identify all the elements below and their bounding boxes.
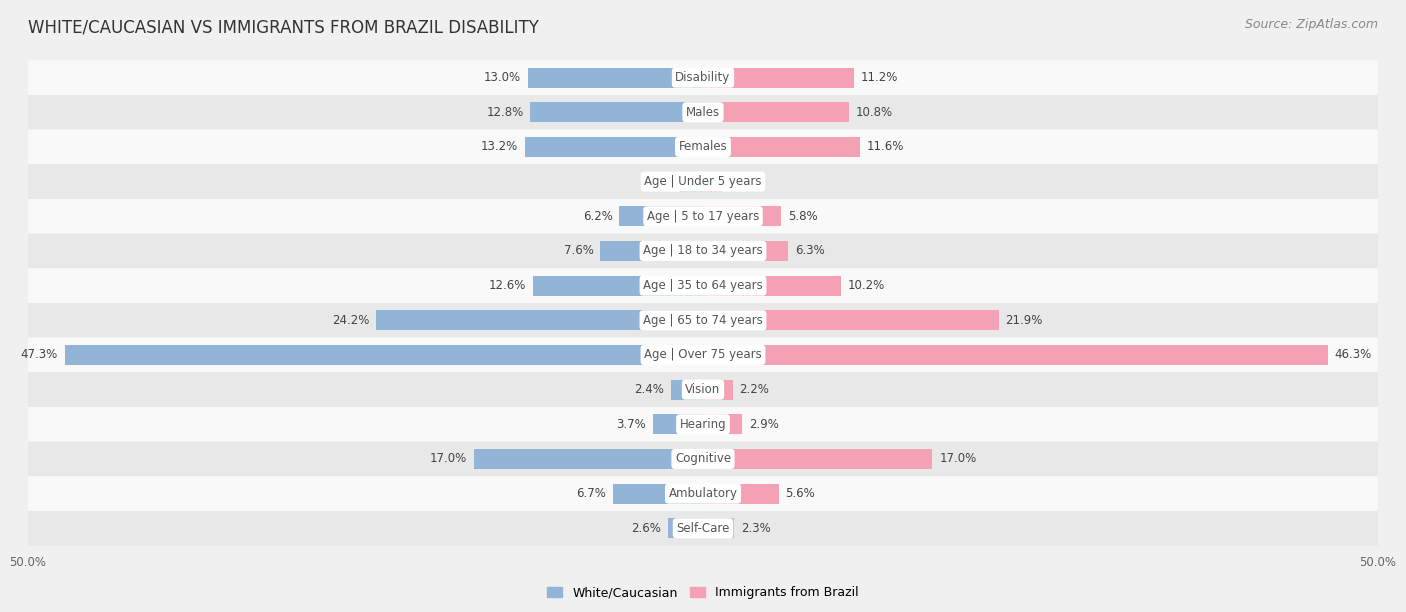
Bar	[65, 345, 703, 365]
Bar	[703, 171, 721, 192]
Text: WHITE/CAUCASIAN VS IMMIGRANTS FROM BRAZIL DISABILITY: WHITE/CAUCASIAN VS IMMIGRANTS FROM BRAZI…	[28, 18, 538, 36]
Text: Age | 35 to 64 years: Age | 35 to 64 years	[643, 279, 763, 292]
Text: Age | Over 75 years: Age | Over 75 years	[644, 348, 762, 362]
Text: 46.3%: 46.3%	[1334, 348, 1372, 362]
Text: 24.2%: 24.2%	[332, 314, 370, 327]
Bar	[668, 518, 703, 539]
Bar	[703, 275, 841, 296]
Text: 1.4%: 1.4%	[728, 175, 758, 188]
Bar	[703, 345, 1327, 365]
Text: Age | 65 to 74 years: Age | 65 to 74 years	[643, 314, 763, 327]
Bar	[703, 414, 742, 435]
Bar	[652, 414, 703, 435]
Bar	[600, 241, 703, 261]
Bar	[703, 241, 787, 261]
Bar	[703, 102, 849, 122]
Text: 21.9%: 21.9%	[1005, 314, 1043, 327]
Text: 6.7%: 6.7%	[576, 487, 606, 500]
FancyBboxPatch shape	[28, 234, 1378, 268]
Bar	[613, 483, 703, 504]
Text: 1.7%: 1.7%	[644, 175, 673, 188]
Text: Age | 5 to 17 years: Age | 5 to 17 years	[647, 210, 759, 223]
Text: Females: Females	[679, 140, 727, 154]
Text: Self-Care: Self-Care	[676, 522, 730, 535]
FancyBboxPatch shape	[28, 511, 1378, 546]
Text: 11.2%: 11.2%	[860, 71, 898, 84]
Bar	[533, 275, 703, 296]
FancyBboxPatch shape	[28, 95, 1378, 130]
Text: 13.2%: 13.2%	[481, 140, 517, 154]
Bar	[703, 310, 998, 330]
Text: Cognitive: Cognitive	[675, 452, 731, 466]
Bar	[527, 67, 703, 88]
Bar	[474, 449, 703, 469]
Bar	[377, 310, 703, 330]
Text: Males: Males	[686, 106, 720, 119]
FancyBboxPatch shape	[28, 268, 1378, 303]
FancyBboxPatch shape	[28, 407, 1378, 442]
Text: 47.3%: 47.3%	[21, 348, 58, 362]
FancyBboxPatch shape	[28, 60, 1378, 95]
Text: 12.6%: 12.6%	[489, 279, 526, 292]
Text: 13.0%: 13.0%	[484, 71, 520, 84]
Text: Vision: Vision	[685, 383, 721, 396]
Bar	[671, 379, 703, 400]
Bar	[703, 206, 782, 226]
Bar	[703, 137, 859, 157]
Text: 12.8%: 12.8%	[486, 106, 523, 119]
Bar	[530, 102, 703, 122]
Bar	[703, 518, 734, 539]
Text: 11.6%: 11.6%	[866, 140, 904, 154]
Text: 2.4%: 2.4%	[634, 383, 664, 396]
Text: 5.6%: 5.6%	[786, 487, 815, 500]
FancyBboxPatch shape	[28, 476, 1378, 511]
Text: Disability: Disability	[675, 71, 731, 84]
Text: Hearing: Hearing	[679, 418, 727, 431]
Text: 17.0%: 17.0%	[430, 452, 467, 466]
Text: 2.2%: 2.2%	[740, 383, 769, 396]
Bar	[703, 449, 932, 469]
Bar	[524, 137, 703, 157]
Text: 6.2%: 6.2%	[582, 210, 613, 223]
Text: 5.8%: 5.8%	[787, 210, 818, 223]
Text: 3.7%: 3.7%	[617, 418, 647, 431]
Bar	[703, 67, 855, 88]
FancyBboxPatch shape	[28, 442, 1378, 476]
Text: 6.3%: 6.3%	[794, 244, 824, 258]
FancyBboxPatch shape	[28, 130, 1378, 164]
Bar	[681, 171, 703, 192]
Text: Age | Under 5 years: Age | Under 5 years	[644, 175, 762, 188]
Legend: White/Caucasian, Immigrants from Brazil: White/Caucasian, Immigrants from Brazil	[543, 581, 863, 604]
Text: Age | 18 to 34 years: Age | 18 to 34 years	[643, 244, 763, 258]
FancyBboxPatch shape	[28, 199, 1378, 234]
Bar	[703, 379, 733, 400]
Text: 2.3%: 2.3%	[741, 522, 770, 535]
Text: 2.6%: 2.6%	[631, 522, 661, 535]
Text: 2.9%: 2.9%	[749, 418, 779, 431]
Text: Source: ZipAtlas.com: Source: ZipAtlas.com	[1244, 18, 1378, 31]
Text: 10.8%: 10.8%	[855, 106, 893, 119]
Bar	[703, 483, 779, 504]
FancyBboxPatch shape	[28, 164, 1378, 199]
FancyBboxPatch shape	[28, 372, 1378, 407]
Text: 10.2%: 10.2%	[848, 279, 884, 292]
FancyBboxPatch shape	[28, 338, 1378, 372]
Bar	[619, 206, 703, 226]
Text: Ambulatory: Ambulatory	[668, 487, 738, 500]
FancyBboxPatch shape	[28, 303, 1378, 338]
Text: 17.0%: 17.0%	[939, 452, 976, 466]
Text: 7.6%: 7.6%	[564, 244, 593, 258]
